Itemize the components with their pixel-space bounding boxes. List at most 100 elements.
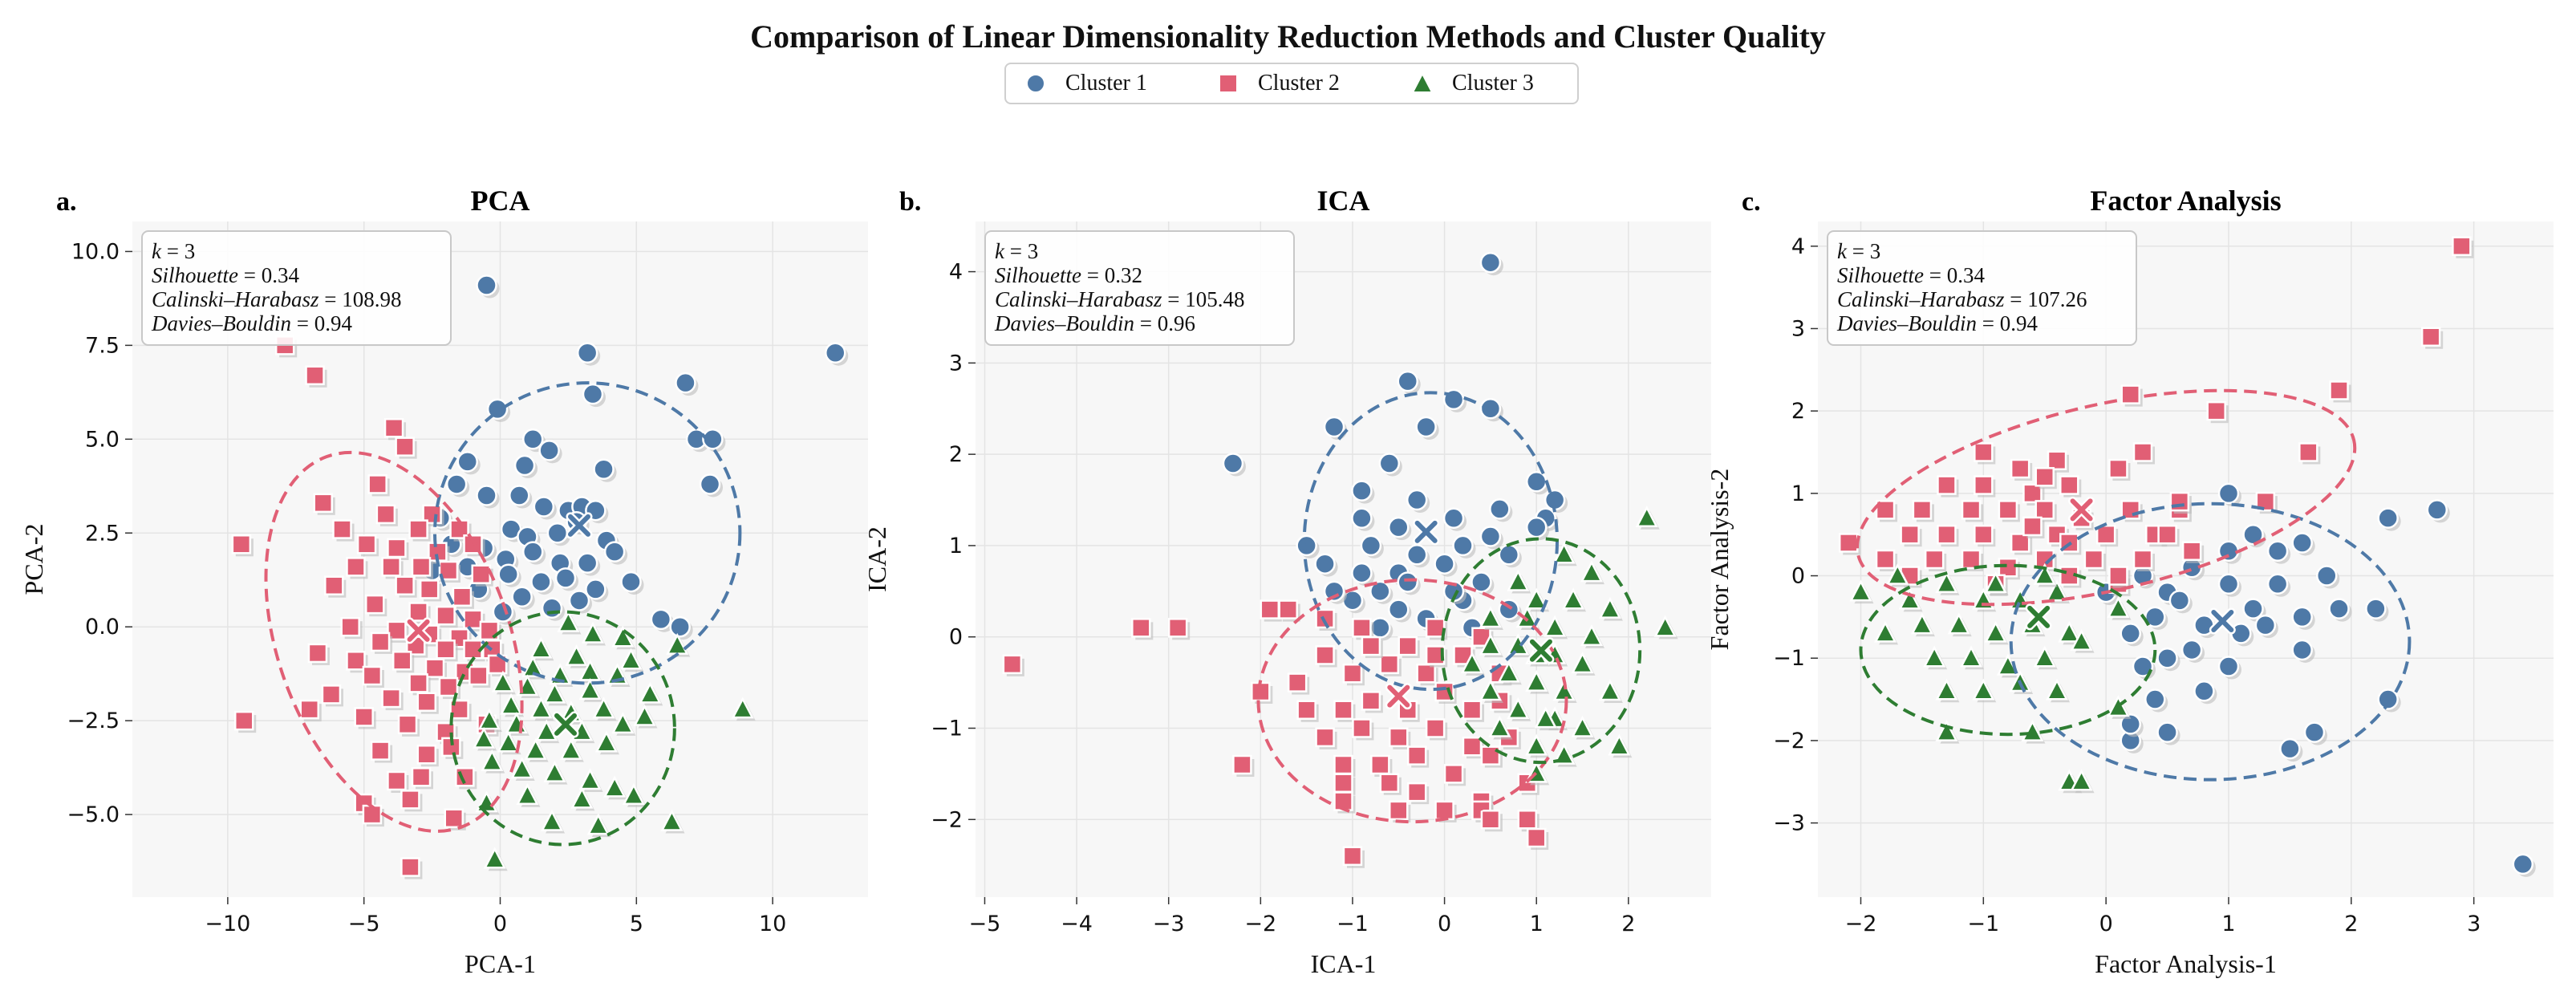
data-point bbox=[1525, 733, 1548, 756]
data-point bbox=[529, 696, 553, 719]
data-point bbox=[2291, 532, 2313, 554]
data-point bbox=[1937, 475, 1957, 495]
stats-line: Davies–Bouldin = 0.94 bbox=[1836, 311, 2038, 335]
stats-line: Silhouette = 0.34 bbox=[1837, 263, 1985, 287]
y-tick-label: 4 bbox=[949, 260, 963, 285]
y-tick-label: −2.5 bbox=[67, 709, 120, 733]
data-point bbox=[2157, 524, 2177, 545]
data-point bbox=[2168, 590, 2191, 611]
centroid-stroke bbox=[2027, 605, 2051, 628]
data-point bbox=[2132, 442, 2153, 462]
data-point bbox=[538, 440, 560, 461]
data-point bbox=[2120, 384, 2140, 404]
x-tick-label: 2 bbox=[2344, 912, 2358, 936]
data-point bbox=[1924, 549, 1945, 570]
data-point bbox=[381, 557, 401, 577]
stats-metric-name: Calinski–Harabasz bbox=[1837, 287, 2005, 311]
panel-title: PCA bbox=[471, 185, 530, 217]
data-point bbox=[2058, 620, 2081, 643]
data-point bbox=[387, 770, 407, 791]
y-tick-label: 7.5 bbox=[85, 333, 120, 358]
data-point bbox=[1479, 633, 1502, 656]
data-point bbox=[387, 620, 407, 641]
data-point bbox=[321, 684, 342, 705]
data-point bbox=[1479, 606, 1502, 628]
data-point bbox=[1900, 524, 1920, 545]
data-point bbox=[1984, 571, 2007, 594]
cluster-ellipses bbox=[264, 381, 742, 847]
data-point bbox=[2242, 598, 2264, 619]
data-point bbox=[1351, 480, 1373, 502]
data-point bbox=[1296, 700, 1316, 720]
data-point bbox=[2010, 533, 2030, 553]
centroid-marker bbox=[566, 512, 593, 539]
data-point bbox=[1452, 534, 1474, 557]
stats-metric-value: = 3 bbox=[1847, 239, 1880, 263]
data-point bbox=[570, 786, 594, 809]
data-point bbox=[424, 658, 445, 678]
centroid-marker bbox=[1385, 683, 1412, 710]
data-point bbox=[2266, 540, 2289, 562]
data-point bbox=[2047, 450, 2067, 471]
data-point bbox=[2512, 853, 2534, 875]
data-point bbox=[1351, 562, 1373, 584]
x-tick-label: 5 bbox=[630, 912, 643, 936]
data-point bbox=[2045, 579, 2069, 602]
stats-metric-name: k bbox=[1837, 239, 1848, 263]
y-tick-label: 4 bbox=[1791, 234, 1805, 259]
data-point bbox=[619, 648, 643, 670]
cluster-ellipse bbox=[264, 450, 524, 833]
data-point bbox=[2132, 656, 2154, 677]
data-point bbox=[397, 714, 418, 735]
y-tick-label: 0.0 bbox=[85, 615, 120, 640]
stats-metric-value: = 0.94 bbox=[1977, 311, 2038, 335]
data-point bbox=[1507, 697, 1530, 719]
data-point bbox=[370, 741, 391, 761]
stats-metric-name: Davies–Bouldin bbox=[1836, 311, 1977, 335]
data-point bbox=[1653, 615, 1677, 637]
data-point bbox=[2144, 688, 2166, 710]
data-point bbox=[1222, 453, 1244, 474]
data-point bbox=[400, 790, 420, 810]
data-point bbox=[2070, 628, 2093, 651]
data-point bbox=[1315, 727, 1335, 748]
centroid-marker bbox=[405, 617, 432, 644]
panel-title: ICA bbox=[1316, 185, 1369, 217]
data-point bbox=[1287, 672, 1308, 692]
data-point bbox=[2034, 500, 2055, 520]
data-point bbox=[578, 768, 602, 790]
data-point bbox=[1406, 489, 1428, 511]
data-point bbox=[477, 708, 501, 730]
centroid-marker bbox=[1413, 518, 1440, 546]
data-point bbox=[1360, 534, 1382, 557]
data-point bbox=[1378, 453, 1401, 474]
data-point bbox=[2033, 562, 2056, 585]
y-tick-label: −1 bbox=[931, 717, 963, 741]
x-tick-label: −3 bbox=[1153, 912, 1185, 936]
stats-metric-value: = 0.34 bbox=[238, 263, 299, 287]
data-point bbox=[1479, 251, 1502, 274]
data-point bbox=[456, 451, 478, 473]
panel-letter: b. bbox=[899, 187, 921, 217]
data-point bbox=[476, 485, 497, 506]
data-point bbox=[1998, 500, 2018, 520]
cluster-ellipse bbox=[2009, 502, 2412, 782]
square-marker-icon bbox=[1219, 74, 1238, 93]
data-point bbox=[463, 534, 483, 554]
data-point bbox=[533, 496, 555, 518]
data-point bbox=[2316, 565, 2338, 587]
data-point bbox=[1875, 549, 1896, 570]
cluster-ellipse bbox=[1856, 388, 2357, 607]
data-point bbox=[1342, 846, 1363, 867]
data-point bbox=[2107, 595, 2130, 618]
data-point bbox=[497, 563, 519, 585]
legend-label: Cluster 2 bbox=[1258, 71, 1340, 95]
data-point bbox=[444, 808, 464, 829]
data-point bbox=[1425, 618, 1446, 638]
data-point bbox=[2120, 713, 2141, 735]
data-point bbox=[1388, 599, 1410, 620]
data-point bbox=[1489, 498, 1511, 520]
data-point bbox=[535, 719, 558, 741]
centroid-marker bbox=[2209, 607, 2236, 635]
